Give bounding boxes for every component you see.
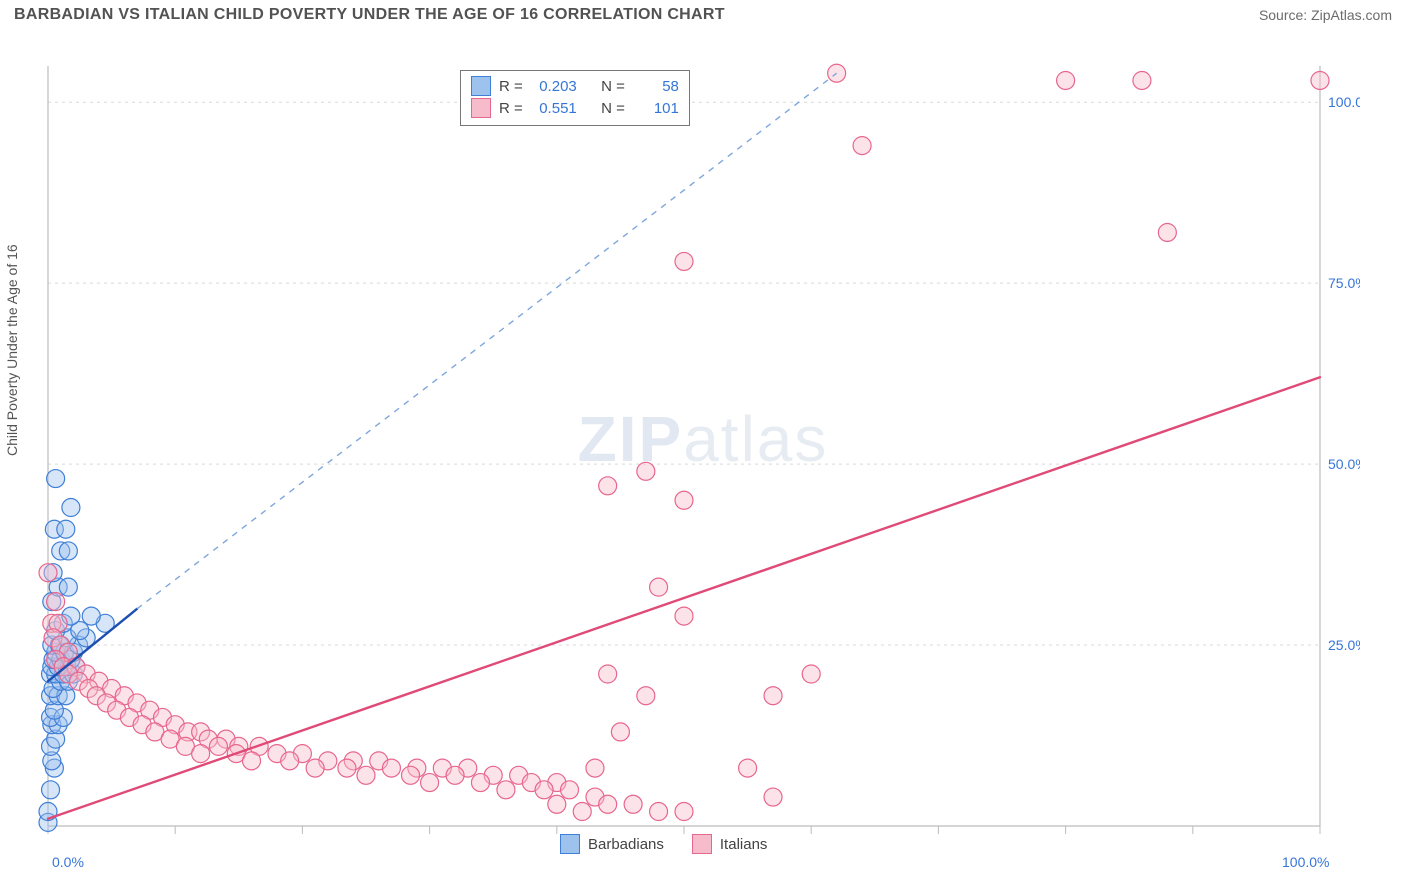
- svg-text:50.0%: 50.0%: [1328, 456, 1360, 472]
- legend-label: Barbadians: [588, 836, 664, 853]
- chart-area: Child Poverty Under the Age of 16 25.0% 5…: [0, 26, 1406, 886]
- series-legend: Barbadians Italians: [560, 834, 767, 854]
- correlation-stats-box: R =0.203 N =58R =0.551 N =101: [460, 70, 690, 126]
- stats-row: R =0.551 N =101: [471, 97, 679, 119]
- legend-swatch: [560, 834, 580, 854]
- source-attribution: Source: ZipAtlas.com: [1259, 7, 1392, 23]
- chart-title: BARBADIAN VS ITALIAN CHILD POVERTY UNDER…: [14, 6, 725, 24]
- legend-item: Italians: [692, 834, 768, 854]
- svg-text:75.0%: 75.0%: [1328, 275, 1360, 291]
- y-axis-label: Child Poverty Under the Age of 16: [4, 244, 20, 456]
- legend-label: Italians: [720, 836, 768, 853]
- x-axis-max-label: 100.0%: [1282, 854, 1329, 870]
- scatter-plot-svg: 25.0% 50.0% 75.0% 100.0%: [0, 26, 1360, 876]
- x-axis-min-label: 0.0%: [52, 854, 84, 870]
- svg-text:100.0%: 100.0%: [1328, 94, 1360, 110]
- legend-swatch: [471, 98, 491, 118]
- legend-item: Barbadians: [560, 834, 664, 854]
- legend-swatch: [692, 834, 712, 854]
- legend-swatch: [471, 76, 491, 96]
- svg-text:25.0%: 25.0%: [1328, 637, 1360, 653]
- stats-row: R =0.203 N =58: [471, 75, 679, 97]
